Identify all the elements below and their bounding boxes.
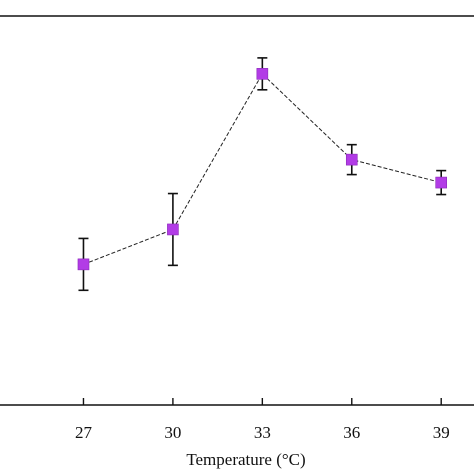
- x-ticks: [82, 398, 442, 405]
- x-tick-label: 30: [164, 423, 181, 442]
- x-axis-title: Temperature (°C): [186, 450, 305, 469]
- data-point-marker: [345, 153, 358, 166]
- x-tick-labels: 27 30 33 36 39: [75, 423, 450, 442]
- x-tick-label: 39: [433, 423, 450, 442]
- error-bars: [78, 57, 447, 292]
- data-point-marker: [77, 258, 90, 271]
- x-tick-label: 36: [343, 423, 360, 442]
- x-tick-label: 33: [254, 423, 271, 442]
- data-point-marker: [256, 68, 269, 80]
- x-tick-label: 27: [75, 423, 93, 442]
- data-point-marker: [435, 176, 448, 189]
- markers: [77, 68, 448, 271]
- plot-frame: [0, 15, 474, 406]
- series-line: [83, 73, 442, 265]
- data-point-marker: [167, 223, 179, 236]
